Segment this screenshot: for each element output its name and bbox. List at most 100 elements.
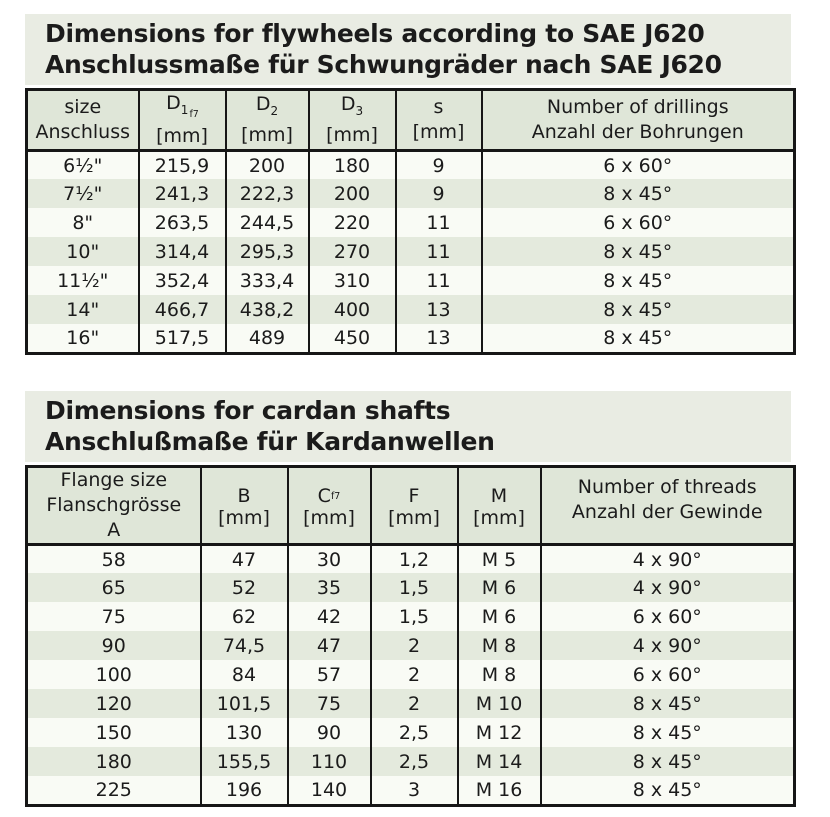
- cell: M 8: [456, 660, 542, 690]
- cell: 314,4: [137, 237, 227, 267]
- cell: M 12: [456, 718, 542, 748]
- header-label: Anzahl der Gewinde: [571, 501, 763, 524]
- column-header-b: B [mm]: [199, 466, 289, 546]
- cell: 2: [369, 689, 459, 719]
- column-symbol: D2: [255, 92, 279, 118]
- column-unit: [mm]: [412, 120, 465, 143]
- cell: 90: [286, 718, 372, 748]
- cell: 47: [199, 544, 289, 574]
- cell: 3: [369, 776, 459, 806]
- cell: 466,7: [137, 295, 227, 325]
- table-row: 120 101,5 75 2 M 10 8 x 45°: [25, 689, 796, 719]
- column-unit: [mm]: [473, 507, 525, 530]
- cell: 47: [286, 631, 372, 661]
- cell: 2,5: [369, 718, 459, 748]
- column-header-f: F [mm]: [369, 466, 459, 546]
- cell: 6 x 60°: [480, 150, 796, 180]
- cell: 1,5: [369, 573, 459, 603]
- cell: 10": [25, 237, 140, 267]
- cardan-title-block: Dimensions for cardan shafts Anschlußmaß…: [25, 390, 791, 462]
- cell: 244,5: [224, 208, 310, 238]
- cell: 57: [286, 660, 372, 690]
- cell: 295,3: [224, 237, 310, 267]
- flywheels-table: size Anschluss D1f7 [mm] D2 [mm]: [25, 88, 796, 355]
- cell: M 6: [456, 573, 542, 603]
- cell: 8 x 45°: [480, 295, 796, 325]
- cell: 84: [199, 660, 289, 690]
- table-row: 10" 314,4 295,3 270 11 8 x 45°: [25, 237, 796, 267]
- cell: 120: [25, 689, 202, 719]
- cell: 225: [25, 776, 202, 806]
- cell: 222,3: [224, 179, 310, 209]
- cell: 8 x 45°: [480, 266, 796, 296]
- cell: 75: [286, 689, 372, 719]
- table-row: 14" 466,7 438,2 400 13 8 x 45°: [25, 295, 796, 325]
- table-row: 150 130 90 2,5 M 12 8 x 45°: [25, 718, 796, 748]
- cell: 100: [25, 660, 202, 690]
- table-row: 8" 263,5 244,5 220 11 6 x 60°: [25, 208, 796, 238]
- cell: 155,5: [199, 747, 289, 777]
- table-row: 7½" 241,3 222,3 200 9 8 x 45°: [25, 179, 796, 209]
- cell: 13: [394, 324, 483, 354]
- flywheels-title-block: Dimensions for flywheels according to SA…: [25, 14, 791, 85]
- cell: 14": [25, 295, 140, 325]
- column-symbol: s: [433, 95, 444, 118]
- header-label: Number of threads: [577, 476, 757, 499]
- cell: 8 x 45°: [539, 776, 796, 806]
- cell: 7½": [25, 179, 140, 209]
- cell: M 8: [456, 631, 542, 661]
- cell: 62: [199, 602, 289, 632]
- cell: 1,5: [369, 602, 459, 632]
- column-unit: [mm]: [388, 507, 440, 530]
- cell: 8": [25, 208, 140, 238]
- cell: 2,5: [369, 747, 459, 777]
- cardan-table: Flange size Flanschgrösse A B [mm]: [25, 464, 796, 807]
- cell: 196: [199, 776, 289, 806]
- cell: M 16: [456, 776, 542, 806]
- cell: 30: [286, 544, 372, 574]
- column-header-size: size Anschluss: [25, 89, 140, 152]
- header-label: Number of drillings: [546, 95, 729, 118]
- cell: 35: [286, 573, 372, 603]
- cell: M 10: [456, 689, 542, 719]
- cell: 65: [25, 573, 202, 603]
- header-label: A: [107, 518, 121, 541]
- cell: 200: [307, 179, 397, 209]
- cell: 42: [286, 602, 372, 632]
- column-header-flange-size: Flange size Flanschgrösse A: [25, 466, 202, 546]
- column-symbol: F: [408, 485, 420, 508]
- cell: 517,5: [137, 324, 227, 354]
- cell: 8 x 45°: [480, 324, 796, 354]
- flywheels-table-header: size Anschluss D1f7 [mm] D2 [mm]: [25, 89, 796, 152]
- table-row: 11½" 352,4 333,4 310 11 8 x 45°: [25, 266, 796, 296]
- cell: 16": [25, 324, 140, 354]
- column-unit: [mm]: [156, 124, 208, 147]
- cell: 8 x 45°: [539, 718, 796, 748]
- cell: 8 x 45°: [539, 689, 796, 719]
- table-row: 16" 517,5 489 450 13 8 x 45°: [25, 324, 796, 354]
- cell: 180: [307, 150, 397, 180]
- cell: 110: [286, 747, 372, 777]
- cell: 101,5: [199, 689, 289, 719]
- cell: 438,2: [224, 295, 310, 325]
- table-row: 6½" 215,9 200 180 9 6 x 60°: [25, 150, 796, 180]
- flywheels-table-body: 6½" 215,9 200 180 9 6 x 60° 7½" 241,3 222,3 200 9 8…: [25, 150, 796, 354]
- cardan-table-header: Flange size Flanschgrösse A B [mm]: [25, 466, 796, 546]
- cell: 489: [224, 324, 310, 354]
- cell: 352,4: [137, 266, 227, 296]
- cell: 8 x 45°: [480, 179, 796, 209]
- cell: 140: [286, 776, 372, 806]
- cell: 11½": [25, 266, 140, 296]
- header-label: Anzahl der Bohrungen: [531, 120, 744, 143]
- cell: 333,4: [224, 266, 310, 296]
- cell: 74,5: [199, 631, 289, 661]
- cell: 2: [369, 660, 459, 690]
- cell: 90: [25, 631, 202, 661]
- cell: 6 x 60°: [480, 208, 796, 238]
